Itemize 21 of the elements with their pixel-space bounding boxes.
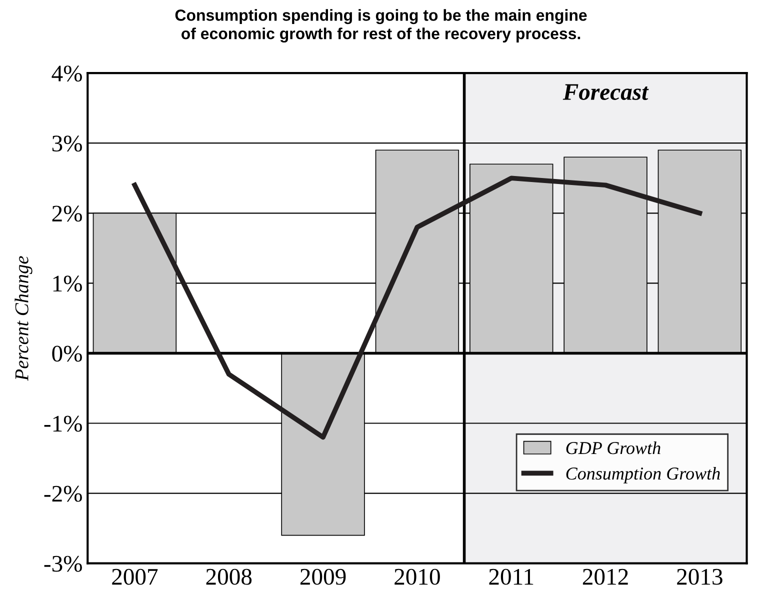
y-tick-label: 0% xyxy=(52,346,82,362)
y-tick-label: -1% xyxy=(44,416,82,432)
y-tick-label: 2% xyxy=(52,206,82,222)
x-tick-label: 2007 xyxy=(112,568,158,585)
y-tick-label: -2% xyxy=(44,486,82,502)
y-axis-title: Percent Change xyxy=(14,256,32,381)
y-tick-label: 3% xyxy=(52,136,82,152)
x-tick-label: 2011 xyxy=(489,568,534,585)
x-tick-label: 2013 xyxy=(677,568,722,585)
y-tick-label: 1% xyxy=(53,276,82,292)
legend-label: GDP Growth xyxy=(566,441,660,454)
y-tick-label: -3% xyxy=(44,556,82,572)
band-label: Forecast xyxy=(562,84,649,100)
x-tick-label: 2008 xyxy=(206,568,252,585)
x-tick-label: 2009 xyxy=(300,568,346,585)
y-tick-label: 4% xyxy=(52,66,82,82)
x-tick-label: 2010 xyxy=(394,568,440,585)
x-tick-label: 2012 xyxy=(582,568,628,585)
legend-label: Consumption Growth xyxy=(566,466,720,484)
line-series xyxy=(132,176,702,440)
chart-title: Consumption spending is going to be the main engine of economic growth for rest of the recovery process. xyxy=(175,9,587,43)
